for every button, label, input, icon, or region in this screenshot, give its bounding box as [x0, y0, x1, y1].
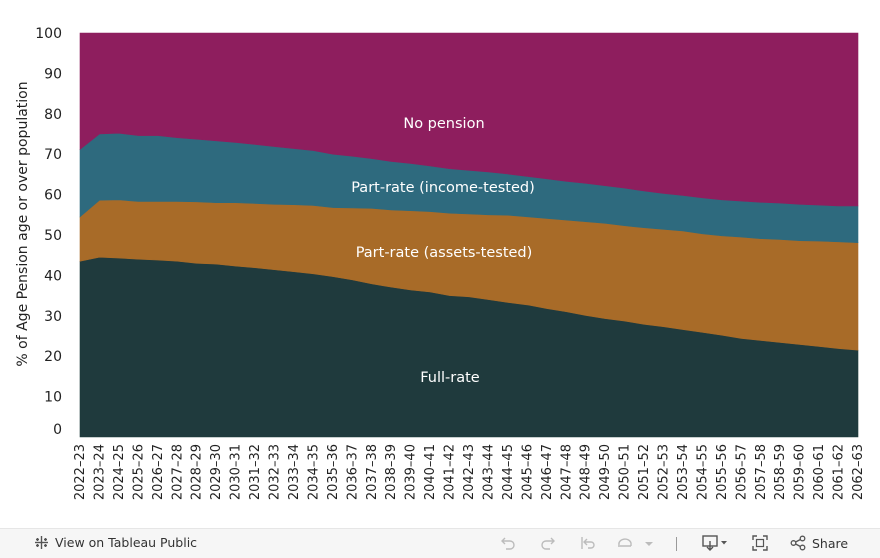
- y-tick-label: 50: [44, 228, 62, 244]
- share-label: Share: [812, 535, 849, 551]
- x-tick-label: 2027–28: [170, 444, 185, 500]
- label-full-rate: Full-rate: [420, 370, 480, 386]
- fullscreen-icon[interactable]: [752, 535, 768, 551]
- label-part-rate-assets-tested: Part-rate (assets-tested): [356, 245, 533, 261]
- x-tick-label: 2028–29: [190, 444, 205, 500]
- x-tick-label: 2055–56: [715, 444, 730, 500]
- x-tick-label: 2051–52: [637, 444, 652, 500]
- x-tick-label: 2024–25: [112, 444, 127, 500]
- y-tick-label: 100: [35, 26, 62, 42]
- y-tick-label: 10: [44, 390, 62, 406]
- x-tick-label: 2050–51: [618, 444, 633, 500]
- x-tick-label: 2056–57: [734, 444, 749, 500]
- x-tick-label: 2037–38: [365, 444, 380, 500]
- y-tick-label: 40: [44, 268, 62, 284]
- x-tick-label: 2022–23: [73, 444, 88, 500]
- x-tick-label: 2059–60: [793, 444, 808, 500]
- share-icon: [790, 535, 806, 551]
- x-tick-label: 2052–53: [657, 444, 672, 500]
- y-tick-label: 70: [44, 147, 62, 163]
- y-axis: 0 10 20 30 40 50 60 70 80 90 100: [35, 26, 62, 438]
- y-tick-label: 90: [44, 66, 62, 82]
- x-tick-label: 2048–49: [579, 444, 594, 500]
- x-tick-label: 2026–27: [151, 444, 166, 500]
- x-tick-label: 2044–45: [501, 444, 516, 500]
- x-tick-label: 2032–33: [268, 444, 283, 500]
- x-tick-label: 2038–39: [384, 444, 399, 500]
- x-tick-label: 2040–41: [423, 444, 438, 500]
- x-tick-label: 2035–36: [326, 444, 341, 500]
- y-tick-label: 80: [44, 107, 62, 123]
- toolbar-separator: [676, 537, 677, 551]
- refresh-icon[interactable]: [616, 535, 634, 551]
- x-tick-label: 2041–42: [443, 444, 458, 500]
- y-tick-label: 0: [53, 422, 62, 438]
- x-tick-label: 2029–30: [209, 444, 224, 500]
- x-tick-label: 2034–35: [306, 444, 321, 500]
- x-tick-label: 2060–61: [812, 444, 827, 500]
- x-tick-label: 2057–58: [754, 444, 769, 500]
- x-tick-label: 2030–31: [229, 444, 244, 500]
- x-tick-label: 2023–24: [92, 444, 107, 500]
- x-tick-label: 2025–26: [131, 444, 146, 500]
- x-tick-label: 2047–48: [559, 444, 574, 500]
- revert-icon[interactable]: [580, 535, 596, 551]
- download-icon[interactable]: [702, 535, 728, 551]
- x-tick-label: 2053–54: [676, 444, 691, 500]
- x-tick-label: 2045–46: [520, 444, 535, 500]
- redo-icon[interactable]: [540, 535, 556, 551]
- x-tick-label: 2031–32: [248, 444, 263, 500]
- undo-icon[interactable]: [500, 535, 516, 551]
- share-button[interactable]: Share: [790, 535, 848, 551]
- label-part-rate-income-tested: Part-rate (income-tested): [351, 180, 535, 196]
- x-tick-label: 2039–40: [404, 444, 419, 500]
- label-no-pension: No pension: [403, 116, 484, 132]
- x-tick-label: 2049–50: [598, 444, 613, 500]
- x-tick-label: 2043–44: [481, 444, 496, 500]
- area-no-pension: [79, 32, 859, 207]
- tableau-toolbar: View on Tableau Public: [0, 528, 880, 558]
- x-tick-label: 2062–63: [851, 444, 866, 500]
- x-tick-label: 2036–37: [345, 444, 360, 500]
- y-tick-label: 30: [44, 309, 62, 325]
- x-tick-label: 2054–55: [695, 444, 710, 500]
- view-on-tableau-label: View on Tableau Public: [55, 535, 198, 550]
- chevron-down-icon[interactable]: [645, 537, 653, 549]
- view-on-tableau-link[interactable]: View on Tableau Public: [34, 535, 197, 550]
- y-tick-label: 20: [44, 349, 62, 365]
- x-tick-label: 2033–34: [287, 444, 302, 500]
- y-axis-label: % of Age Pension age or over population: [15, 81, 31, 366]
- x-tick-label: 2042–43: [462, 444, 477, 500]
- chart-areas: [79, 32, 859, 438]
- x-tick-label: 2058–59: [773, 444, 788, 500]
- x-tick-label: 2061–62: [832, 444, 847, 500]
- x-tick-label: 2046–47: [540, 444, 555, 500]
- y-tick-label: 60: [44, 188, 62, 204]
- tableau-logo-icon: [34, 535, 49, 550]
- x-axis: 2022–23 2023–24 2024–25 2025–26 2026–27 2027–…: [73, 444, 866, 500]
